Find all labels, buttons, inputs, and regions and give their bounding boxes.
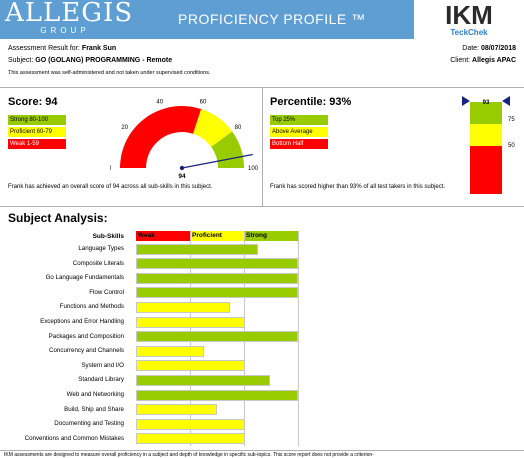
subskill-label: Web and Networking (66, 391, 124, 398)
client-line: Client: Allegis APAC (450, 56, 516, 66)
subskill-label: Conventions and Common Mistakes (24, 434, 124, 442)
gauge-tick: 80 (235, 125, 242, 131)
subskill-label: Functions and Methods (59, 303, 124, 311)
subskill-label: Build, Ship and Share (64, 405, 124, 413)
client-value: Allegis APAC (472, 57, 516, 64)
percentile-marker-label: 93 (483, 100, 490, 106)
subskill-bar (136, 331, 298, 343)
divider (0, 87, 524, 88)
percentile-bottom-band (470, 146, 502, 194)
grid-line (298, 231, 299, 446)
footer-note: IKM assessments are designed to measure … (4, 452, 374, 458)
percentile-legend-bottom: Bottom Half (270, 139, 328, 149)
subject-analysis-title: Subject Analysis: (8, 211, 108, 225)
percentile-legend-top: Top 25% (270, 115, 328, 125)
subskill-bar (136, 316, 245, 328)
subject-name: GO (GOLANG) PROGRAMMING - Remote (35, 57, 173, 64)
allegis-logo: ALLEGIS GROUP (5, 0, 134, 38)
ikm-logo: IKM TeckChek (414, 0, 524, 42)
divider (0, 206, 524, 207)
percentile-summary: Frank has scored higher than 93% of all … (270, 184, 446, 190)
score-summary: Frank has achieved an overall score of 9… (8, 184, 213, 190)
percentile-marker-left-arrow (462, 96, 470, 106)
score-legend-strong: Strong 80-100 (8, 115, 66, 125)
supervision-note: This assessment was self-administered an… (8, 70, 211, 76)
gauge-tick: 0 (110, 166, 112, 172)
gauge-weak-band (120, 106, 202, 168)
score-title: Score: 94 (8, 96, 58, 108)
percentile-legend-above: Above Average (270, 127, 328, 137)
subskill-label: Exceptions and Error Handling (40, 318, 124, 325)
date-line: Date: 08/07/2018 (462, 44, 516, 54)
subskill-bar (136, 345, 205, 357)
subskill-bar (136, 433, 245, 445)
percentile-tick: 75 (508, 117, 515, 123)
client-label: Client: (450, 57, 471, 64)
allegis-logo-text: ALLEGIS (5, 0, 134, 28)
date-value: 08/07/2018 (480, 45, 516, 52)
ikm-logo-text: IKM (445, 0, 493, 30)
strong-column-header: Strong (244, 231, 298, 241)
subskill-label: System and I/O (81, 361, 124, 369)
divider (0, 450, 524, 451)
subject-label: Subject: (8, 57, 34, 64)
subskill-label: Go Language Fundamentals (45, 274, 124, 282)
gauge-value-label: 94 (178, 173, 186, 180)
subskill-bar (136, 258, 298, 270)
weak-column-header: Weak (136, 231, 190, 241)
subskill-bar (136, 360, 245, 372)
gauge-tick: 60 (200, 99, 207, 105)
subskill-label: Packages and Composition (48, 332, 124, 340)
subskill-label: Language Types (78, 245, 124, 252)
allegis-logo-subtext: GROUP (40, 26, 90, 35)
percentile-title: Percentile: 93% (270, 96, 352, 108)
subskill-bar (136, 389, 298, 401)
score-legend-proficient: Proficient 60-79 (8, 127, 66, 137)
result-label: Assessment Result for: (8, 45, 80, 52)
percentile-bar: 93 75 50 (462, 96, 515, 194)
gauge-proficient-band (193, 109, 233, 147)
subskill-label: Flow Control (89, 288, 124, 296)
candidate-name: Frank Sun (81, 45, 117, 52)
ikm-logo-subtext: TeckChek (450, 28, 488, 37)
gauge-needle (181, 153, 253, 169)
header-bar: ALLEGIS GROUP PROFICIENCY PROFILE ™ IKM … (0, 0, 524, 42)
subskill-bar (136, 243, 258, 255)
subskill-bar (136, 404, 217, 416)
date-label: Date: (462, 45, 479, 52)
score-legend-weak: Weak 1-59 (8, 139, 66, 149)
proficient-column-header: Proficient (190, 231, 244, 241)
vertical-divider (262, 88, 263, 206)
subskill-bar (136, 418, 245, 430)
subskill-label: Documenting and Testing (54, 420, 124, 428)
percentile-marker-right-arrow (502, 96, 510, 106)
subskills-column-header: Sub-Skills (92, 233, 124, 240)
percentile-tick: 50 (508, 143, 515, 149)
report-title: PROFICIENCY PROFILE ™ (178, 11, 366, 27)
subskill-label: Concurrency and Channels (49, 347, 124, 355)
subskill-label: Standard Library (78, 376, 124, 384)
subskill-bar (136, 272, 298, 284)
subskill-bar (136, 301, 230, 313)
gauge-needle-hub (179, 165, 185, 171)
subskill-label: Composite Literals (72, 259, 124, 267)
gauge-strong-band (211, 131, 244, 168)
subskill-bar (136, 287, 298, 299)
gauge-tick: 20 (121, 125, 128, 131)
assessment-result-line: Assessment Result for: Frank Sun (8, 44, 116, 54)
gauge-tick: 100 (248, 166, 259, 172)
subject-line: Subject: GO (GOLANG) PROGRAMMING - Remot… (8, 56, 172, 66)
percentile-above-band (470, 124, 502, 146)
gauge-tick: 40 (156, 99, 163, 105)
percentile-top-band (470, 102, 502, 124)
subskill-bar (136, 374, 271, 386)
score-gauge: 0 20 40 60 80 100 94 (110, 99, 259, 180)
